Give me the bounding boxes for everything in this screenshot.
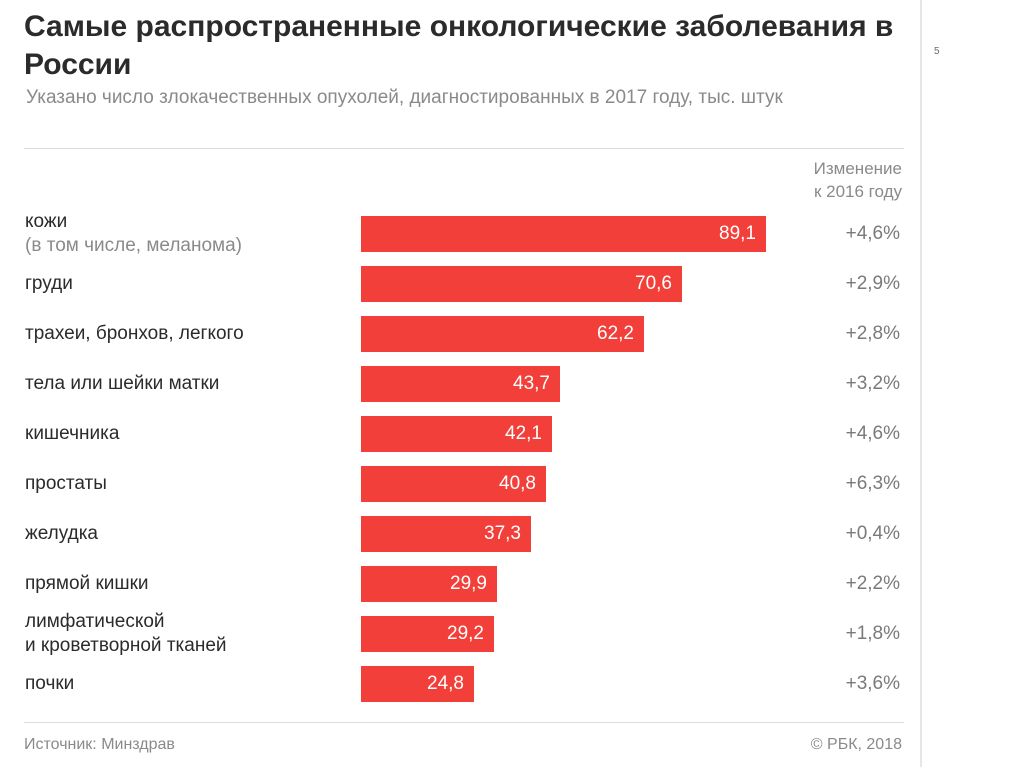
bar-value-label: 24,8 xyxy=(427,673,464,694)
category-label: лимфатической и кроветворной тканей xyxy=(25,610,355,658)
category-label-line: прямой кишки xyxy=(25,573,149,594)
bar-value-label: 29,2 xyxy=(447,623,484,644)
bar xyxy=(361,316,644,352)
change-label: +2,2% xyxy=(845,573,900,594)
bar-value-label: 37,3 xyxy=(484,523,521,544)
category-label-line: кишечника xyxy=(25,423,120,444)
category-label: простаты xyxy=(25,472,355,496)
category-label-line: и кроветворной тканей xyxy=(25,635,227,656)
change-label: +3,6% xyxy=(845,673,900,694)
bar-value-label: 43,7 xyxy=(513,373,550,394)
bar xyxy=(361,266,682,302)
category-label: груди xyxy=(25,272,355,296)
change-label: +0,4% xyxy=(845,523,900,544)
category-label: желудка xyxy=(25,522,355,546)
change-label: +3,2% xyxy=(845,373,900,394)
bar-value-label: 89,1 xyxy=(719,223,756,244)
infographic-card: Самые распространенные онкологические за… xyxy=(24,10,904,753)
bar-value-label: 62,2 xyxy=(597,323,634,344)
bar-value-label: 40,8 xyxy=(499,473,536,494)
bar xyxy=(361,366,560,402)
change-label: +2,8% xyxy=(845,323,900,344)
bar-value-label: 29,9 xyxy=(450,573,487,594)
category-label-line: трахеи, бронхов, легкого xyxy=(25,323,244,344)
change-header-line1: Изменение xyxy=(813,159,902,178)
change-header-line2: к 2016 году xyxy=(813,182,902,201)
change-header: Изменение к 2016 году xyxy=(740,157,902,203)
category-label: прямой кишки xyxy=(25,572,355,596)
change-label: +2,9% xyxy=(845,273,900,294)
bar xyxy=(361,466,546,502)
category-label: кожи (в том числе, меланома) xyxy=(25,210,355,258)
category-sublabel: (в том числе, меланома) xyxy=(25,235,242,256)
bar-value-label: 42,1 xyxy=(505,423,542,444)
bar xyxy=(361,516,531,552)
category-label-line: кожи xyxy=(25,211,68,232)
bar-chart: кожи (в том числе, меланома) 89,1 +4,6% груд… xyxy=(25,210,900,702)
source-note: Источник: Минздрав xyxy=(24,736,175,753)
page-number: 5 xyxy=(934,46,940,57)
chart-subtitle: Указано число злокачественных опухолей, … xyxy=(26,87,783,108)
category-label: почки xyxy=(25,672,355,696)
category-label: трахеи, бронхов, легкого xyxy=(25,322,355,346)
bottom-divider xyxy=(24,722,904,723)
category-label-line: простаты xyxy=(25,473,107,494)
chart-title: Самые распространенные онкологические за… xyxy=(24,10,894,81)
card-edge xyxy=(920,0,922,767)
bar xyxy=(361,616,494,652)
category-label-line: лимфатической xyxy=(25,611,165,632)
change-label: +6,3% xyxy=(845,473,900,494)
bar xyxy=(361,216,766,252)
change-label: +4,6% xyxy=(845,423,900,444)
category-label-line: почки xyxy=(25,673,75,694)
category-label: тела или шейки матки xyxy=(25,372,355,396)
bar xyxy=(361,666,474,702)
category-label-line: груди xyxy=(25,273,73,294)
top-divider xyxy=(24,148,904,149)
change-label: +1,8% xyxy=(845,623,900,644)
bar xyxy=(361,566,497,602)
bar xyxy=(361,416,552,452)
bar-value-label: 70,6 xyxy=(635,273,672,294)
category-label-line: желудка xyxy=(25,523,98,544)
category-label-line: тела или шейки матки xyxy=(25,373,220,394)
copyright-note: © РБК, 2018 xyxy=(810,736,902,753)
category-label: кишечника xyxy=(25,422,355,446)
change-label: +4,6% xyxy=(845,223,900,244)
